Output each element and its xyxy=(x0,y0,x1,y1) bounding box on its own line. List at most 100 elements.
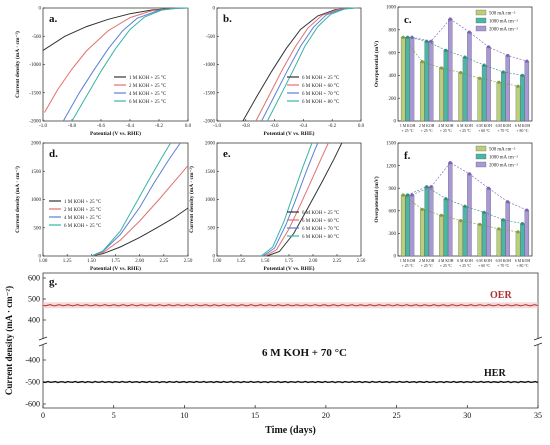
bar-cap-dot xyxy=(516,230,520,234)
x-tick-label: -0.4 xyxy=(126,124,134,129)
series-line-2 xyxy=(255,7,354,122)
series-line-1 xyxy=(266,142,343,257)
y-tick-label: 1000 xyxy=(205,198,216,203)
bar-cap-dot xyxy=(429,39,433,43)
series-line-3 xyxy=(262,142,319,257)
legend-swatch xyxy=(475,9,487,16)
legend-label: 1000 mA cm⁻² xyxy=(489,19,518,25)
axis-break-gap xyxy=(39,339,47,345)
panel-b: -1.0 -0.8 -0.6 -0.4 -0.2 0.0 0 -500 -1000 -1500 -2… xyxy=(203,7,364,137)
category-label-line1: 6 M KOH xyxy=(457,259,473,263)
y-tick-label: 0 xyxy=(213,7,216,12)
x-tick-label: 0.0 xyxy=(358,124,365,129)
legend-swatch xyxy=(475,25,487,32)
bar xyxy=(420,61,425,122)
category-label-line2: + 25 °C xyxy=(440,129,452,133)
legend-label: 6 M KOH + 60 °C xyxy=(302,84,340,89)
y-tick-label: 1500 xyxy=(205,170,216,175)
x-tick-label: 2.00 xyxy=(135,259,144,264)
bar xyxy=(505,55,510,122)
trend-line xyxy=(407,186,523,224)
category-label-line2: + 25 °C xyxy=(459,264,471,268)
category-label-line2: + 25 °C xyxy=(421,264,433,268)
y-tick-label: -1000 xyxy=(203,63,215,68)
legend-label: 1 M KOH + 25 °C xyxy=(64,200,102,205)
legend-label: 4 M KOH + 25 °C xyxy=(129,92,167,97)
plot-frame xyxy=(42,272,539,409)
axis-break-mark xyxy=(533,336,543,341)
category-label-line2: + 25 °C xyxy=(402,264,414,268)
bar xyxy=(424,186,429,257)
x-tick-label: 1.75 xyxy=(285,259,294,264)
trend-line xyxy=(407,36,523,76)
y-tick-label: 600 xyxy=(389,210,397,215)
x-tick-label: 25 xyxy=(393,411,401,420)
x-tick-label: 1.50 xyxy=(261,259,270,264)
y-axis-label: Overpotential (mV) xyxy=(373,176,380,222)
y-tick-label: 0 xyxy=(39,255,42,260)
y-tick-label: 900 xyxy=(389,187,397,192)
plot-frame xyxy=(216,7,362,122)
y-tick-label: -500 xyxy=(32,35,42,40)
category-label-line2: + 80 °C xyxy=(516,129,528,133)
y-axis-label: Current density (mA · cm⁻²) xyxy=(4,286,14,395)
bar xyxy=(520,223,525,257)
category-label-line1: 6 M KOH xyxy=(476,124,492,128)
bar-cap-dot xyxy=(478,222,482,226)
bar-cap-dot xyxy=(520,73,525,77)
y-tick-label: 400 xyxy=(389,74,397,79)
x-tick-label: -0.6 xyxy=(97,124,105,129)
category-label-line1: 1 M KOH xyxy=(400,259,416,263)
legend-label: 6 M KOH + 80 °C xyxy=(302,100,340,105)
x-tick-label: 30 xyxy=(463,411,471,420)
legend-label: 1 M KOH + 25 °C xyxy=(129,76,167,81)
x-tick-label: 35 xyxy=(534,411,542,420)
y-tick-label: 1000 xyxy=(31,198,42,203)
x-tick-label: -0.2 xyxy=(328,124,336,129)
bar xyxy=(496,228,502,257)
bar xyxy=(477,78,482,122)
x-tick-label: -1.0 xyxy=(213,124,221,129)
category-label-line2: + 25 °C xyxy=(421,129,433,133)
legend-swatch xyxy=(475,161,487,168)
legend-label: 6 M KOH + 25 °C xyxy=(302,211,340,216)
bar xyxy=(448,162,453,257)
series-line-2 xyxy=(91,165,189,257)
x-tick-label: 1.00 xyxy=(39,259,48,264)
bar-cap-dot xyxy=(520,222,525,226)
x-axis-label: Potential (V vs. RHE) xyxy=(90,265,141,272)
x-tick-label: -0.6 xyxy=(271,124,279,129)
bar xyxy=(524,209,530,257)
category-label-line1: 4 M KOH xyxy=(438,259,454,263)
x-tick-label: 1.75 xyxy=(111,259,120,264)
category-label-line2: + 60 °C xyxy=(478,129,490,133)
category-label-line1: 2 M KOH xyxy=(419,124,435,128)
plot-frame xyxy=(42,7,189,122)
panel-e: 1.00 1.25 1.50 1.75 2.00 2.25 2.50 0 500 1000 1500… xyxy=(188,142,366,272)
y-tick-label: 400 xyxy=(28,316,40,325)
x-tick-label: 2.50 xyxy=(357,259,366,264)
x-tick-label: 1.50 xyxy=(87,259,96,264)
bar xyxy=(405,194,410,257)
bar xyxy=(405,37,410,122)
y-tick-label: 500 xyxy=(208,226,216,231)
category-label-line2: + 80 °C xyxy=(516,264,528,268)
bar xyxy=(520,75,525,122)
category-label-line1: 6 M KOH xyxy=(496,259,512,263)
bar xyxy=(515,231,521,257)
category-label-line2: + 25 °C xyxy=(402,129,414,133)
y-tick-label: 500 xyxy=(28,295,40,304)
x-tick-label: -0.8 xyxy=(68,124,76,129)
bar xyxy=(467,31,472,122)
series-line-3 xyxy=(91,142,181,257)
y-tick-label: -500 xyxy=(206,35,216,40)
series-line-4 xyxy=(260,142,313,257)
legend-swatch xyxy=(475,145,487,152)
trend-line xyxy=(403,194,519,233)
panel-a: -1.0 -0.8 -0.6 -0.4 -0.2 0.0 0 -500 -1000 -1500 -2… xyxy=(14,7,192,137)
x-tick-label: 2.00 xyxy=(309,259,318,264)
series-line-1 xyxy=(42,7,189,51)
y-tick-label: 1500 xyxy=(31,170,42,175)
